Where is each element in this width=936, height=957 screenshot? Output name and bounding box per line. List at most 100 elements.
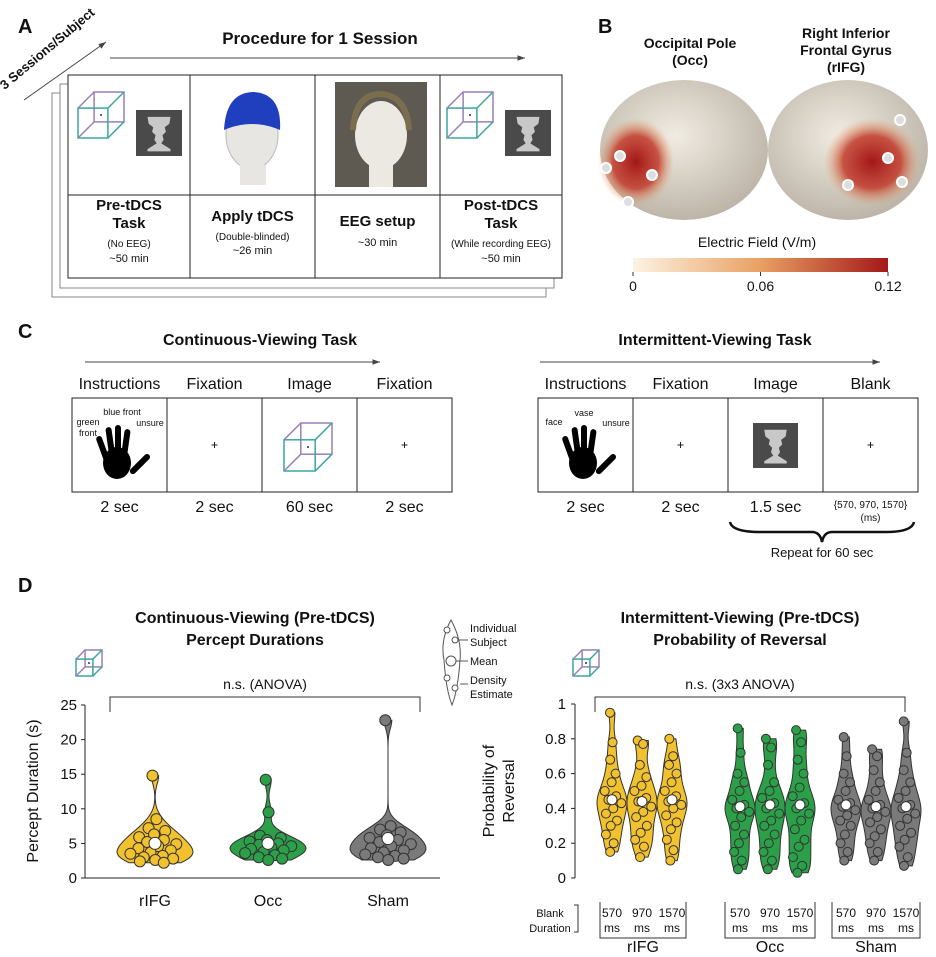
subject-point	[605, 846, 616, 857]
step-title: Task	[484, 215, 518, 232]
subject-point	[635, 827, 646, 838]
annotation: n.s. (3x3 ANOVA)	[685, 676, 794, 692]
subject-point	[733, 838, 744, 849]
subject-point	[738, 829, 749, 840]
hand-label: unsure	[136, 418, 164, 428]
subject-point	[638, 806, 649, 817]
mean-marker	[794, 799, 806, 811]
vase	[516, 116, 540, 152]
subject-point	[792, 867, 803, 878]
subject-point	[902, 852, 913, 863]
step-heading: Fixation	[376, 376, 432, 393]
finger	[571, 427, 581, 453]
neck	[240, 165, 266, 185]
subject-point	[763, 759, 774, 770]
cube-edge	[446, 121, 464, 139]
y-tick-label: 0.4	[545, 800, 566, 817]
step-title: EEG setup	[340, 213, 416, 230]
panel-label: B	[598, 16, 612, 38]
subject-point	[769, 829, 780, 840]
cube-edge	[476, 121, 494, 139]
subject-point	[845, 820, 856, 831]
step-duration: 2 sec	[100, 499, 138, 516]
x-tick-label: 970	[760, 906, 780, 920]
cube-edge	[107, 121, 125, 139]
hand-label: blue front	[103, 407, 141, 417]
subject-point	[733, 864, 744, 875]
head	[355, 101, 407, 169]
cube-edge	[92, 649, 103, 660]
subject-point	[796, 737, 807, 748]
site-name: (rIFG)	[827, 59, 865, 75]
mean-marker	[606, 794, 618, 806]
subject-point	[850, 805, 861, 816]
group-label: Sham	[855, 939, 897, 956]
group-bracket	[599, 902, 687, 939]
cube-edge	[589, 666, 600, 677]
step-heading: Instructions	[79, 376, 161, 393]
subject-point	[865, 817, 876, 828]
subject-point	[792, 754, 803, 765]
palm	[103, 447, 131, 479]
step-time: ~30 min	[358, 237, 397, 249]
subject-point	[659, 786, 670, 796]
subject-point	[610, 768, 621, 779]
subject-point	[239, 847, 252, 860]
cube-back	[300, 422, 333, 455]
subject-point	[872, 751, 883, 762]
subject-point	[898, 765, 909, 776]
mean-marker	[900, 801, 912, 813]
subject-point	[397, 852, 410, 865]
subject-point	[600, 808, 611, 819]
subject-point	[787, 852, 798, 863]
subject-point	[599, 786, 610, 796]
y-tick-label: 0.6	[545, 766, 566, 783]
subject-point	[898, 860, 909, 871]
subject-point	[668, 845, 679, 856]
subject-point	[797, 860, 808, 871]
subject-point	[874, 777, 885, 788]
legend-marker	[443, 626, 451, 634]
cube-front	[572, 658, 591, 677]
subject-point	[867, 744, 878, 755]
step-title: Apply tDCS	[211, 208, 294, 225]
y-tick-label: 0.8	[545, 731, 566, 748]
cube-edge	[314, 453, 333, 472]
electrode	[614, 150, 626, 162]
electrode	[882, 152, 894, 164]
step-duration: 2 sec	[195, 499, 233, 516]
subject-point	[668, 803, 679, 814]
site-name: Occipital Pole	[644, 35, 737, 51]
finger	[562, 436, 576, 461]
x-tick-label: 1570	[659, 906, 686, 920]
subject-point	[736, 855, 747, 866]
cube-back	[93, 91, 125, 123]
electrode	[600, 162, 612, 174]
subject-point	[764, 786, 775, 796]
colorbar	[633, 258, 888, 272]
subject-point	[744, 806, 755, 817]
legend-marker	[445, 655, 457, 667]
subject-point	[791, 725, 802, 736]
panel-label: D	[18, 575, 32, 597]
subject-point	[646, 801, 657, 812]
x-tick-unit: ms	[732, 921, 748, 935]
subject-point	[371, 851, 384, 864]
panel-label: A	[18, 16, 32, 38]
subject-point	[893, 792, 904, 803]
subject-point	[798, 768, 809, 779]
step-duration: 2 sec	[385, 499, 423, 516]
subject-point	[608, 838, 619, 849]
cube-dot	[585, 662, 587, 664]
step-title: Post-tDCS	[464, 197, 538, 214]
task-title: Continuous-Viewing Task	[163, 332, 357, 349]
y-tick-label: 20	[60, 732, 77, 749]
subject-point	[863, 794, 874, 805]
subject-point	[664, 733, 675, 744]
arrow-head	[872, 359, 880, 365]
cube-edge	[75, 649, 86, 660]
mean-marker	[734, 801, 746, 813]
subject-point	[666, 777, 677, 788]
subject-point	[845, 777, 856, 788]
task-title: Intermittent-Viewing Task	[618, 332, 811, 349]
